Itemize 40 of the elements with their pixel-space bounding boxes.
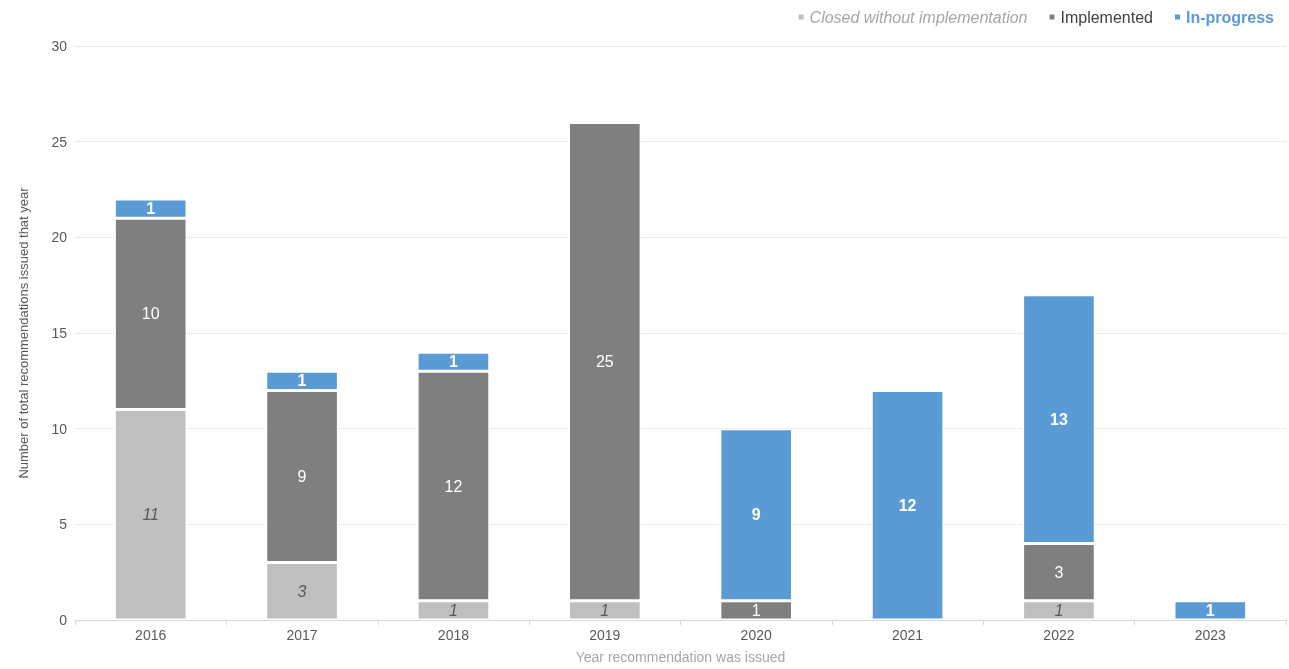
- y-tick-label: 0: [59, 612, 68, 628]
- data-label: 1: [146, 200, 156, 218]
- y-tick-label: 5: [59, 516, 68, 533]
- data-label: 3: [297, 582, 307, 600]
- bar: [1173, 600, 1247, 620]
- data-label: 11: [142, 506, 159, 524]
- data-label: 1: [297, 372, 307, 390]
- y-tick-label: 10: [51, 420, 68, 437]
- data-label: 1: [448, 601, 458, 619]
- y-tick-label: 30: [51, 38, 68, 54]
- x-tick-label: 2019: [589, 627, 621, 643]
- data-label: 12: [444, 477, 463, 495]
- x-tick-label: 2022: [1043, 627, 1075, 643]
- x-axis-title: Year recommendation was issued: [575, 649, 786, 665]
- x-tick-label: 2017: [286, 627, 318, 643]
- data-label: 1: [1205, 601, 1215, 619]
- y-tick-label: 15: [51, 325, 68, 341]
- data-label: 1: [448, 353, 458, 371]
- x-tick-label: 2023: [1194, 627, 1227, 643]
- data-label: 1: [1054, 601, 1064, 619]
- y-axis-title: Number of total recommendations issued that year: [16, 186, 31, 479]
- data-label: 25: [595, 353, 614, 371]
- legend-label: In-progress: [1185, 8, 1275, 26]
- data-label: 1: [600, 601, 610, 619]
- y-tick-label: 25: [51, 133, 68, 150]
- bar: [871, 390, 944, 620]
- x-tick-label: 2018: [437, 627, 470, 643]
- legend-label: Closed without implementation: [809, 8, 1028, 26]
- data-label: 3: [1054, 563, 1064, 581]
- data-label: 13: [1050, 410, 1068, 428]
- x-tick-label: 2020: [740, 627, 772, 643]
- data-label: 10: [141, 305, 160, 323]
- data-label: 9: [297, 468, 307, 485]
- data-label: 9: [751, 506, 761, 524]
- y-tick-label: 20: [51, 229, 68, 246]
- legend-label: Implemented: [1060, 8, 1153, 26]
- x-tick-label: 2021: [891, 627, 924, 643]
- x-tick-label: 2016: [135, 627, 167, 643]
- data-label: 1: [751, 601, 761, 619]
- data-label: 12: [898, 496, 917, 514]
